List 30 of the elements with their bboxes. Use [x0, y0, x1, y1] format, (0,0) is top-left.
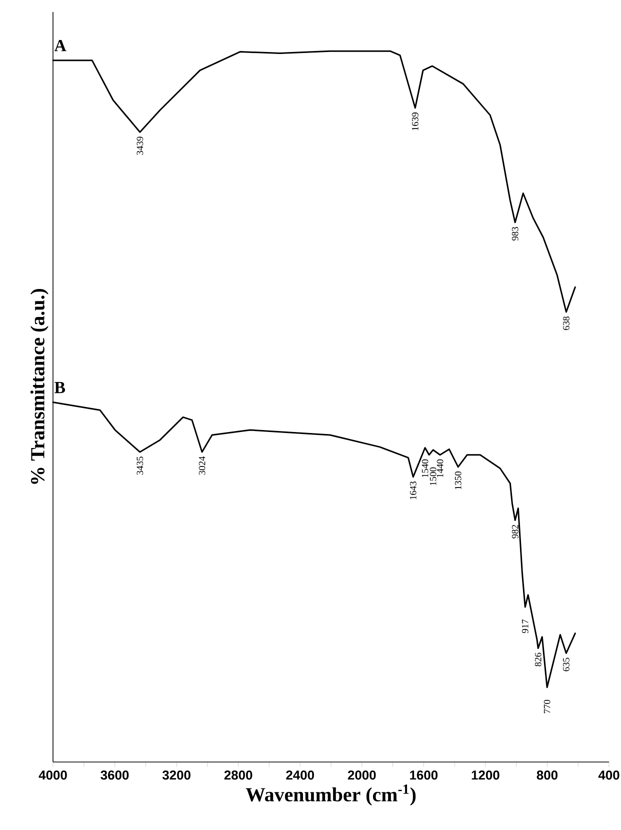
x-tick-label: 3600	[100, 770, 129, 780]
x-tick-label: 1200	[472, 770, 500, 780]
annotation: 3024	[198, 456, 206, 475]
x-tick-label: 1600	[410, 770, 438, 780]
annotation: 1643	[410, 481, 416, 500]
annotation: 635	[563, 658, 570, 672]
annotation: 1500	[430, 467, 436, 486]
y-axis-title: % Transmittance (a.u.)	[30, 289, 48, 484]
annotation: 3439	[136, 136, 144, 155]
annotation: 917	[522, 619, 528, 634]
annotation: 1540	[422, 459, 428, 478]
x-tick-label: 2400	[286, 770, 314, 780]
annotation: 1350	[454, 472, 462, 490]
x-tick-label: 2800	[224, 770, 252, 780]
annotation: 982	[512, 524, 518, 538]
annotation: 770	[544, 700, 550, 714]
x-tick-label: 3200	[162, 770, 190, 780]
x-tick-label: 2000	[348, 770, 376, 780]
x-tick-label: 800	[536, 770, 558, 780]
annotation: 638	[563, 316, 570, 330]
annotation: 3435	[136, 456, 144, 475]
x-tick-label: 400	[598, 770, 620, 780]
x-tick-label: 4000	[38, 770, 67, 780]
x-axis-title: Wavenumber (cm$^{-1}$)	[246, 784, 416, 806]
annotation: 826	[534, 652, 542, 666]
annotation: 1440	[436, 459, 444, 478]
annotation: 1639	[412, 112, 418, 130]
series-label: B	[54, 382, 66, 394]
series-label: A	[54, 40, 66, 52]
annotation: 983	[512, 226, 518, 240]
